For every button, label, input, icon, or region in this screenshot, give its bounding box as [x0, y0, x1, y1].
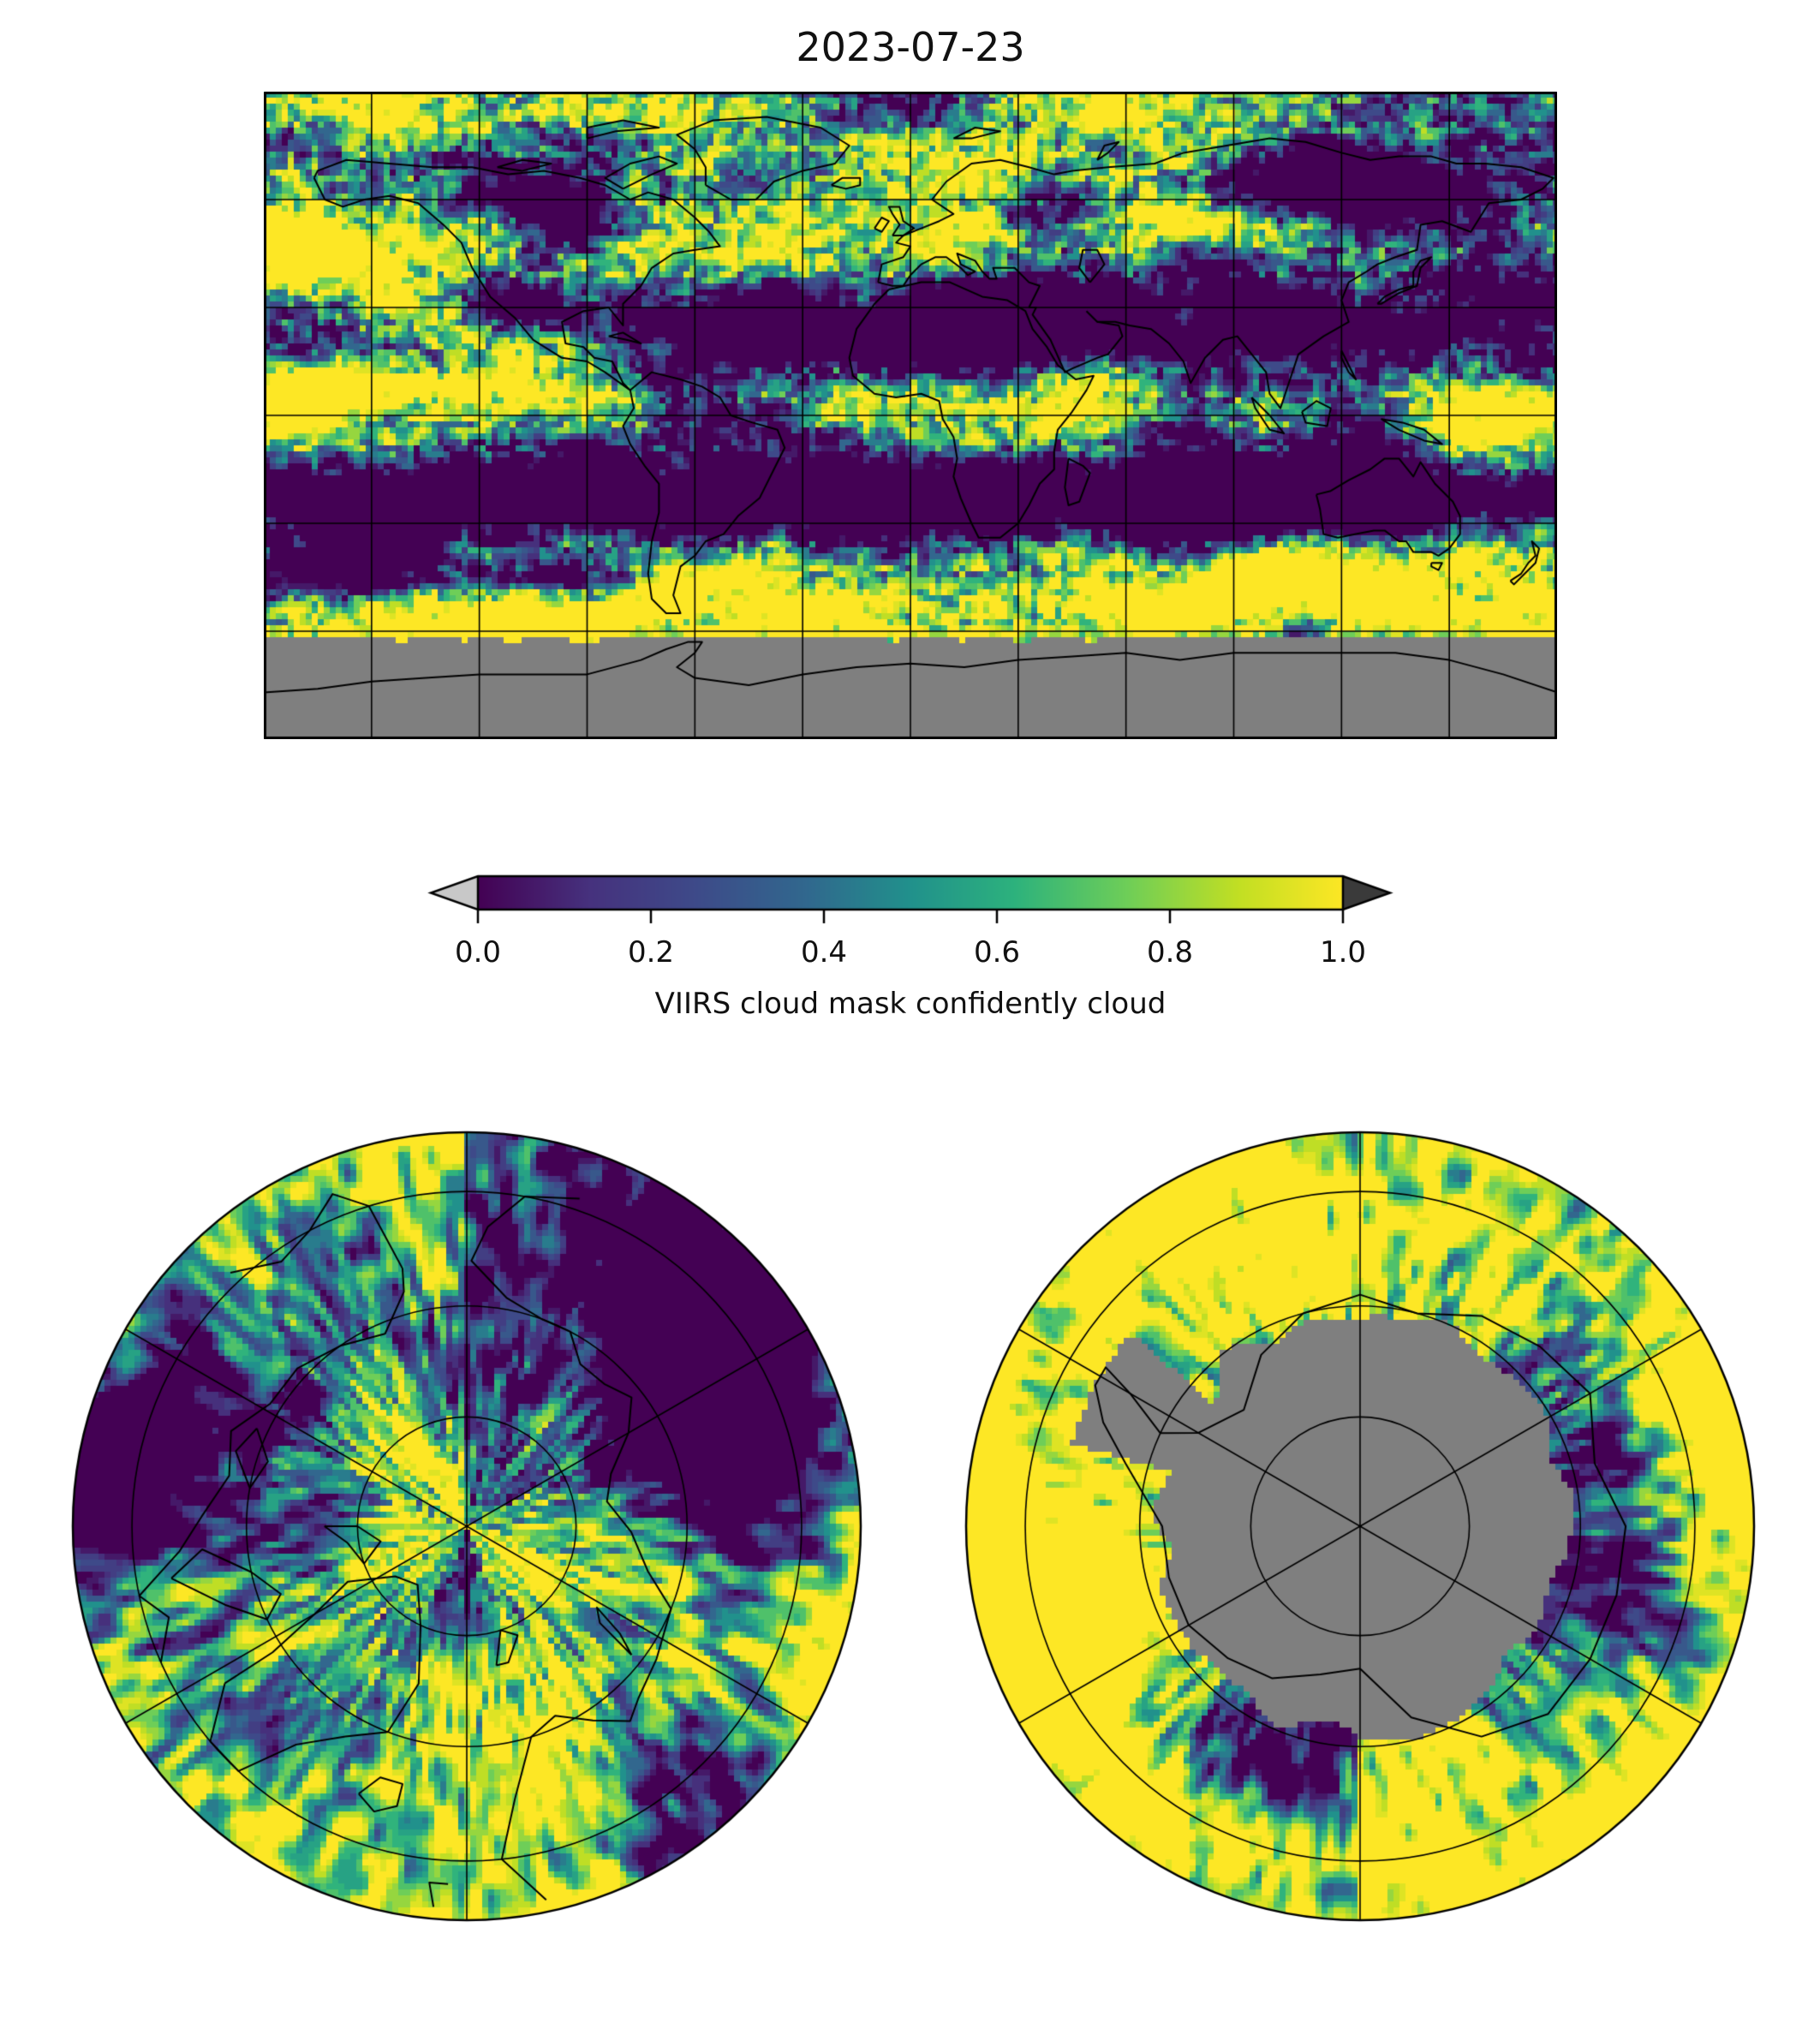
world-map-panel: [264, 92, 1557, 739]
figure-title: 2023-07-23: [796, 24, 1025, 70]
colorbar-tick-label: 0.4: [800, 935, 848, 970]
colorbar: [424, 869, 1400, 929]
colorbar-label: VIIRS cloud mask confidently cloud: [654, 987, 1167, 1021]
colorbar-tick-label: 1.0: [1319, 935, 1367, 970]
north-polar-panel: [69, 1128, 865, 1925]
south-polar-panel: [962, 1128, 1758, 1925]
colorbar-tick-label: 0.0: [454, 935, 502, 970]
colorbar-tick-label: 0.2: [627, 935, 675, 970]
colorbar-tick-label: 0.8: [1146, 935, 1194, 970]
colorbar-tick-label: 0.6: [973, 935, 1021, 970]
